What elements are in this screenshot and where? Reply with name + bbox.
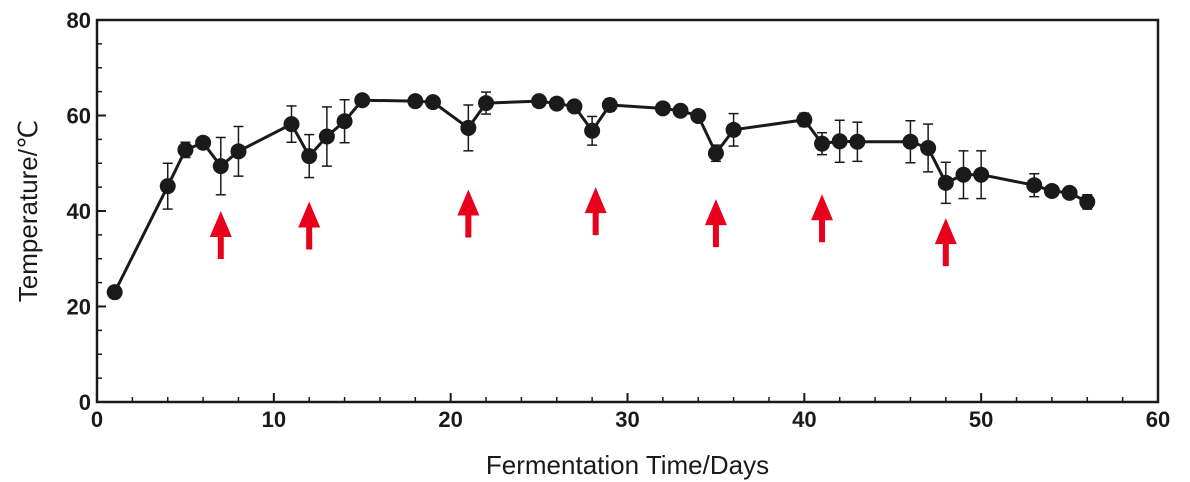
y-tick-label: 60 — [67, 104, 91, 129]
plot-frame — [95, 18, 1160, 404]
y-tick-label: 40 — [67, 199, 91, 224]
data-point — [230, 143, 247, 160]
data-point — [672, 102, 689, 119]
data-point — [407, 93, 424, 110]
y-axis-label: Temperature/℃ — [13, 120, 43, 302]
data-point — [354, 92, 371, 109]
data-point — [424, 94, 441, 111]
data-point — [106, 284, 123, 301]
data-point — [1043, 182, 1060, 199]
arrow-up-icon — [209, 211, 232, 259]
y-tick-label: 0 — [79, 390, 91, 415]
data-point — [690, 107, 707, 124]
data-point — [1026, 177, 1043, 194]
data-point — [725, 121, 742, 138]
x-tick-label: 60 — [1146, 407, 1170, 432]
data-point — [531, 93, 548, 110]
y-tick-label: 80 — [67, 8, 91, 33]
data-point — [973, 166, 990, 183]
x-tick-label: 20 — [438, 407, 462, 432]
data-point — [548, 95, 565, 112]
y-tick-label: 20 — [67, 295, 91, 320]
data-point — [584, 122, 601, 139]
data-point — [159, 178, 176, 195]
data-point — [195, 134, 212, 151]
x-tick-label: 30 — [615, 407, 639, 432]
data-point — [707, 145, 724, 162]
x-tick-label: 50 — [969, 407, 993, 432]
x-axis-label: Fermentation Time/Days — [486, 450, 769, 480]
arrow-up-icon — [298, 201, 321, 250]
data-point — [849, 133, 866, 150]
data-point — [955, 166, 972, 183]
data-point — [902, 133, 919, 150]
x-tick-label: 40 — [792, 407, 816, 432]
data-point — [460, 119, 477, 136]
arrow-up-icon — [934, 218, 957, 267]
arrow-up-icon — [811, 194, 834, 243]
series-line — [113, 98, 1088, 293]
data-point — [212, 158, 229, 175]
data-point — [283, 116, 300, 133]
data-point — [177, 141, 194, 158]
data-point — [796, 111, 813, 128]
data-point — [478, 95, 495, 112]
x-tick-label: 0 — [91, 407, 103, 432]
data-point — [566, 98, 583, 115]
data-point — [1061, 184, 1078, 201]
data-point — [814, 135, 831, 152]
arrow-up-icon — [584, 187, 607, 236]
arrow-up-icon — [457, 189, 480, 238]
data-point — [301, 148, 318, 165]
data-point — [654, 100, 671, 117]
data-point — [831, 133, 848, 150]
data-point — [601, 96, 618, 113]
x-tick-label: 10 — [262, 407, 286, 432]
arrow-up-icon — [704, 199, 727, 248]
data-point — [336, 113, 353, 130]
data-point — [920, 139, 937, 156]
data-point — [318, 128, 335, 145]
data-point — [937, 174, 954, 191]
data-point — [1079, 193, 1096, 210]
